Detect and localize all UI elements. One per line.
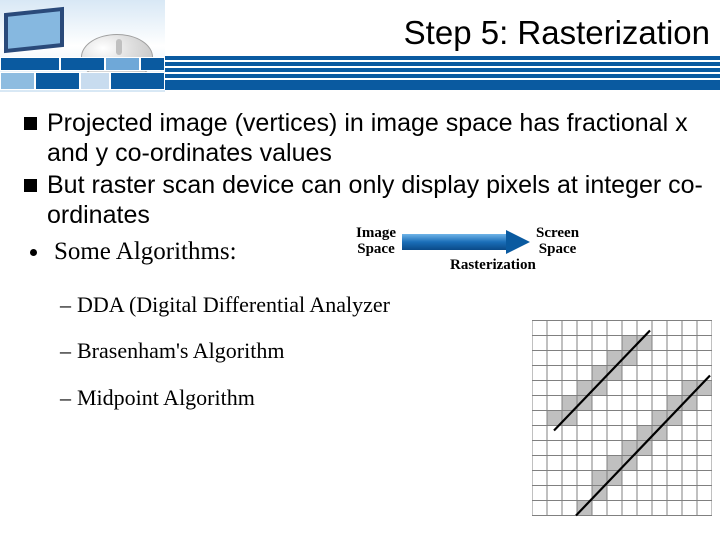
dash-bullet-icon: – (60, 385, 71, 410)
dash-bullet-icon: – (60, 292, 71, 317)
laptop-icon (4, 7, 64, 53)
bullet-item: But raster scan device can only display … (24, 170, 706, 230)
title-thin-line (165, 78, 720, 80)
algorithms-heading: Some Algorithms: (54, 238, 237, 265)
title-thin-line (165, 72, 720, 74)
slide-header: Step 5: Rasterization (0, 0, 720, 92)
divider-cell (35, 72, 80, 90)
screen-space-label: Screen Space (536, 226, 579, 258)
title-thin-line (165, 66, 720, 68)
image-space-label: Image Space (356, 226, 396, 258)
dot-bullet-icon (30, 249, 37, 256)
dash-bullet-icon: – (60, 338, 71, 363)
slide-title: Step 5: Rasterization (404, 14, 710, 52)
algorithm-name: Midpoint Algorithm (77, 385, 255, 410)
square-bullet-icon (24, 117, 37, 130)
divider-cell (140, 57, 165, 71)
divider-cell (80, 72, 110, 90)
algorithm-name: Brasenham's Algorithm (77, 338, 284, 363)
divider-cell (0, 57, 60, 71)
algorithm-name: DDA (Digital Differential Analyzer (77, 292, 390, 317)
header-divider-row (0, 57, 165, 71)
rasterization-diagram: Image Space Rasterization Screen Space (356, 226, 579, 258)
title-block: Step 5: Rasterization (165, 0, 720, 56)
bullet-text: Projected image (vertices) in image spac… (47, 108, 706, 168)
bullet-item: Projected image (vertices) in image spac… (24, 108, 706, 168)
bullet-text: But raster scan device can only display … (47, 170, 706, 230)
arrow-icon: Rasterization (402, 230, 530, 254)
algorithm-item: –DDA (Digital Differential Analyzer (60, 292, 706, 318)
divider-cell (110, 72, 165, 90)
rasterization-label: Rasterization (450, 256, 536, 274)
header-divider-row (0, 72, 165, 90)
title-thin-line (165, 60, 720, 62)
divider-cell (60, 57, 105, 71)
divider-cell (0, 72, 35, 90)
divider-cell (105, 57, 140, 71)
square-bullet-icon (24, 179, 37, 192)
raster-grid-figure (532, 318, 712, 518)
algorithms-row: Some Algorithms: Image Space Rasterizati… (24, 236, 706, 276)
